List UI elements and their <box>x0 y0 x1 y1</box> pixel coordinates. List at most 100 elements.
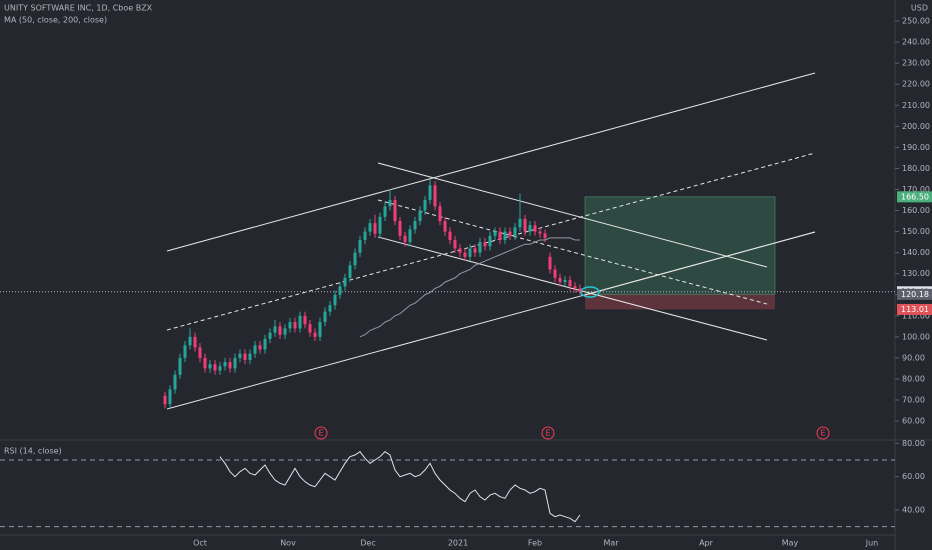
candle-body <box>463 252 467 257</box>
candle-body <box>293 322 297 329</box>
candle-body <box>403 235 407 243</box>
y-tick-label: 220.00 <box>902 80 930 89</box>
candle-body <box>253 345 257 354</box>
candle-body <box>533 225 537 232</box>
candle-body <box>443 221 447 232</box>
candle-body <box>353 252 357 266</box>
x-tick-label: Apr <box>699 539 714 548</box>
candle-body <box>553 269 557 278</box>
candle-body <box>383 206 387 217</box>
x-tick-label: Oct <box>193 539 207 548</box>
candle-body <box>393 200 397 222</box>
price-label: 166.50 <box>901 192 929 201</box>
y-tick-label: 180.00 <box>902 164 930 173</box>
candle-body <box>508 231 512 236</box>
candle-body <box>538 231 542 234</box>
x-tick-label: Dec <box>360 539 375 548</box>
candle-body <box>348 265 352 278</box>
price-label-box <box>897 288 932 300</box>
candle-body <box>288 322 292 329</box>
candle-body <box>513 227 517 236</box>
highlight-ellipse <box>580 286 600 298</box>
y-tick-label: 60.00 <box>902 417 925 426</box>
candle-body <box>313 332 317 337</box>
candle-body <box>228 362 232 369</box>
candle-body <box>413 221 417 230</box>
candle-body <box>183 345 187 358</box>
x-tick-label: Mar <box>603 539 619 548</box>
candle-body <box>458 248 462 253</box>
candle-body <box>503 231 507 240</box>
candle-body <box>173 374 177 390</box>
price-label-box <box>897 191 932 203</box>
earnings-marker <box>816 426 830 440</box>
candle-body <box>363 231 367 240</box>
trend-line <box>166 72 816 252</box>
price-label-box <box>897 303 932 315</box>
x-tick-label: Jun <box>865 539 879 548</box>
candle-body <box>303 315 307 325</box>
candle-body <box>563 280 567 283</box>
y-tick-label: 210.00 <box>902 101 930 110</box>
earnings-label: E <box>318 429 323 438</box>
y-tick-label: 130.00 <box>902 269 930 278</box>
candle-body <box>483 242 487 247</box>
candle-body <box>278 326 282 335</box>
candle-body <box>263 338 267 350</box>
candle-body <box>238 353 242 358</box>
y-tick-label: 240.00 <box>902 38 930 47</box>
candle-body <box>213 364 217 371</box>
candle-body <box>308 324 312 333</box>
candle-body <box>573 286 577 289</box>
candle-body <box>568 280 572 287</box>
y-tick-label: 140.00 <box>902 248 930 257</box>
candle-body <box>428 185 432 200</box>
candle-body <box>318 322 322 337</box>
candle-body <box>298 315 302 329</box>
candle-body <box>358 240 362 253</box>
profit-zone <box>584 196 776 295</box>
candle-body <box>273 326 277 333</box>
x-tick-label: 2021 <box>448 539 468 548</box>
x-tick-label: Nov <box>280 539 296 548</box>
y-tick-label: 190.00 <box>902 143 930 152</box>
y-tick-label: 60.00 <box>902 472 925 481</box>
price-label: 113.01 <box>901 305 929 314</box>
candle-body <box>368 223 372 232</box>
candle-body <box>193 336 197 348</box>
rsi-line <box>219 450 581 523</box>
price-label: 120.18 <box>901 290 929 299</box>
trend-line <box>377 162 768 268</box>
candle-body <box>453 240 457 249</box>
candle-body <box>373 223 377 234</box>
candle-body <box>283 328 287 335</box>
candle-body <box>188 336 192 346</box>
trend-line <box>377 236 768 341</box>
candle-body <box>418 210 422 222</box>
position-tool <box>584 196 776 310</box>
candle-body <box>438 206 442 222</box>
candle-body <box>433 185 437 207</box>
candle-body <box>208 364 212 369</box>
symbol-title: UNITY SOFTWARE INC, 1D, Cboe BZX <box>4 4 153 13</box>
rsi-title: RSI (14, close) <box>4 447 62 456</box>
y-tick-label: 200.00 <box>902 122 930 131</box>
candle-body <box>548 256 552 270</box>
x-tick-label: Feb <box>528 539 542 548</box>
indicator-title: MA (50, close, 200, close) <box>4 16 107 25</box>
candle-body <box>558 277 562 283</box>
moving-average <box>359 237 580 338</box>
candle-body <box>493 231 497 236</box>
candle-body <box>248 353 252 360</box>
y-tick-label: 250.00 <box>902 17 930 26</box>
y-tick-label: 170.00 <box>902 185 930 194</box>
candle-body <box>543 233 547 238</box>
candle-body <box>378 216 382 234</box>
y-tick-label: 110.00 <box>902 311 930 320</box>
candle-body <box>198 347 202 358</box>
candle-body <box>328 305 332 312</box>
candle-body <box>223 362 227 367</box>
candle-body <box>388 200 392 207</box>
candle-body <box>203 357 207 369</box>
